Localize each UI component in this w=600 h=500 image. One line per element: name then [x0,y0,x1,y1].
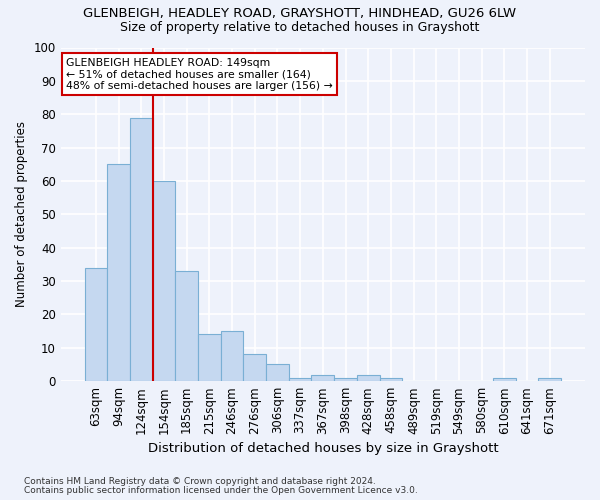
Bar [493,378,516,381]
Text: GLENBEIGH, HEADLEY ROAD, GRAYSHOTT, HINDHEAD, GU26 6LW: GLENBEIGH, HEADLEY ROAD, GRAYSHOTT, HIND… [83,8,517,20]
Bar [357,374,380,381]
Bar [130,118,152,381]
Bar [380,378,402,381]
Text: Contains HM Land Registry data © Crown copyright and database right 2024.: Contains HM Land Registry data © Crown c… [24,477,376,486]
Bar [221,331,244,381]
Bar [198,334,221,381]
Bar [152,181,175,381]
Bar [244,354,266,381]
Bar [311,374,334,381]
Y-axis label: Number of detached properties: Number of detached properties [15,122,28,308]
Text: Contains public sector information licensed under the Open Government Licence v3: Contains public sector information licen… [24,486,418,495]
Bar [334,378,357,381]
Bar [175,271,198,381]
Bar [289,378,311,381]
X-axis label: Distribution of detached houses by size in Grayshott: Distribution of detached houses by size … [148,442,498,455]
Bar [538,378,561,381]
Bar [85,268,107,381]
Bar [266,364,289,381]
Bar [107,164,130,381]
Text: GLENBEIGH HEADLEY ROAD: 149sqm
← 51% of detached houses are smaller (164)
48% of: GLENBEIGH HEADLEY ROAD: 149sqm ← 51% of … [66,58,332,90]
Text: Size of property relative to detached houses in Grayshott: Size of property relative to detached ho… [121,21,479,34]
